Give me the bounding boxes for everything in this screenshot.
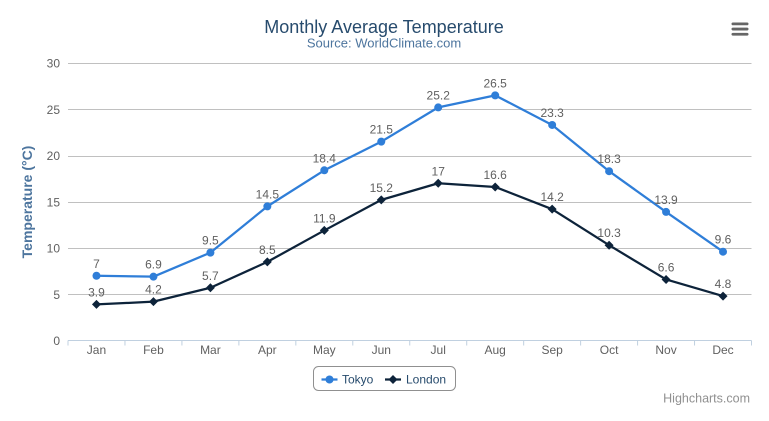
svg-text:0: 0 (53, 334, 60, 348)
svg-text:25.2: 25.2 (427, 88, 451, 102)
svg-text:Dec: Dec (712, 343, 733, 357)
svg-text:Temperature (°C): Temperature (°C) (19, 146, 35, 259)
svg-text:18.4: 18.4 (313, 151, 337, 165)
svg-text:15: 15 (47, 195, 61, 209)
svg-text:10.3: 10.3 (597, 226, 621, 240)
svg-text:7: 7 (93, 257, 100, 271)
svg-text:Monthly Average Temperature: Monthly Average Temperature (264, 17, 503, 37)
svg-text:3.9: 3.9 (88, 285, 105, 299)
svg-text:Tokyo: Tokyo (342, 373, 374, 387)
svg-text:6.6: 6.6 (658, 260, 675, 274)
svg-text:Feb: Feb (143, 343, 164, 357)
svg-text:25: 25 (47, 103, 61, 117)
svg-text:26.5: 26.5 (484, 76, 508, 90)
svg-text:16.6: 16.6 (484, 168, 508, 182)
svg-text:21.5: 21.5 (370, 123, 394, 137)
svg-text:11.9: 11.9 (313, 211, 336, 225)
svg-text:Aug: Aug (485, 343, 506, 357)
svg-text:Jun: Jun (372, 343, 391, 357)
svg-text:15.2: 15.2 (370, 181, 394, 195)
svg-text:London: London (406, 373, 446, 387)
svg-text:6.9: 6.9 (145, 258, 162, 272)
svg-text:4.2: 4.2 (145, 283, 162, 297)
svg-text:4.8: 4.8 (715, 277, 732, 291)
svg-text:9.6: 9.6 (715, 233, 732, 247)
svg-text:Oct: Oct (600, 343, 619, 357)
svg-text:5.7: 5.7 (202, 269, 219, 283)
svg-text:13.9: 13.9 (654, 193, 678, 207)
svg-text:May: May (313, 343, 336, 357)
svg-text:20: 20 (47, 149, 61, 163)
svg-text:18.3: 18.3 (597, 152, 621, 166)
svg-text:30: 30 (47, 57, 61, 71)
svg-text:Mar: Mar (200, 343, 221, 357)
svg-text:17: 17 (432, 164, 446, 178)
svg-text:Jul: Jul (431, 343, 446, 357)
svg-text:Apr: Apr (258, 343, 277, 357)
svg-text:Jan: Jan (87, 343, 106, 357)
svg-text:9.5: 9.5 (202, 234, 219, 248)
svg-text:Source: WorldClimate.com: Source: WorldClimate.com (307, 36, 461, 51)
svg-text:Sep: Sep (541, 343, 563, 357)
svg-text:14.2: 14.2 (540, 190, 564, 204)
svg-text:5: 5 (53, 288, 60, 302)
svg-text:Highcharts.com: Highcharts.com (663, 392, 750, 406)
svg-text:23.3: 23.3 (540, 106, 564, 120)
svg-text:8.5: 8.5 (259, 243, 276, 257)
svg-text:10: 10 (47, 242, 61, 256)
svg-text:14.5: 14.5 (256, 187, 280, 201)
svg-text:Nov: Nov (655, 343, 676, 357)
